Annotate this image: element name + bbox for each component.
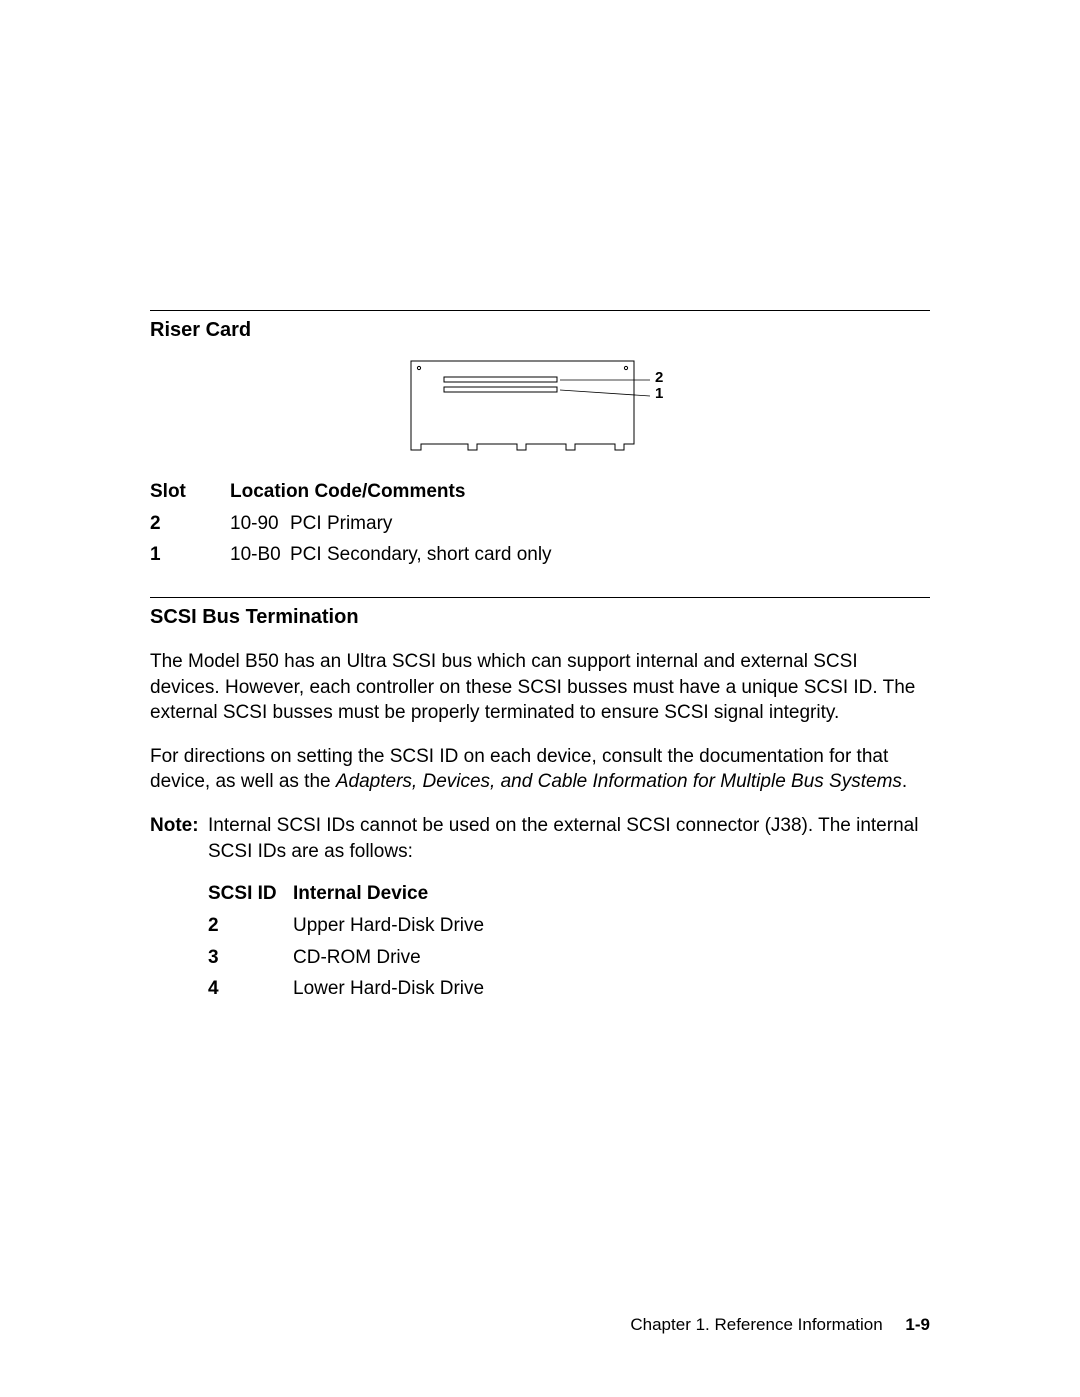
scsi-cell-device: Upper Hard-Disk Drive [293, 910, 484, 942]
slot-cell-slot: 2 [150, 508, 230, 540]
scsi-cell-id: 2 [208, 910, 293, 942]
scsi-table-row: 2 Upper Hard-Disk Drive [208, 910, 484, 942]
para2-post: . [902, 771, 907, 792]
scsi-cell-id: 4 [208, 973, 293, 1005]
slot-cell-code: 10-B0 [230, 539, 290, 571]
scsi-header-device: Internal Device [293, 878, 484, 910]
heading-riser-card: Riser Card [150, 317, 930, 344]
scsi-table: SCSI ID Internal Device 2 Upper Hard-Dis… [208, 878, 484, 1005]
para-scsi-1: The Model B50 has an Ultra SCSI bus whic… [150, 649, 930, 726]
section-rule [150, 597, 930, 598]
note-body: Internal SCSI IDs cannot be used on the … [208, 813, 930, 864]
svg-text:1: 1 [655, 385, 663, 402]
riser-card-diagram: 21 [150, 358, 930, 454]
para2-italic: Adapters, Devices, and Cable Information… [336, 771, 902, 792]
slot-cell-slot: 1 [150, 539, 230, 571]
heading-scsi: SCSI Bus Termination [150, 604, 930, 631]
footer-chapter: Chapter 1. Reference Information [630, 1315, 882, 1334]
section-rule [150, 310, 930, 311]
slot-table: Slot Location Code/Comments 2 10-90 PCI … [150, 476, 552, 571]
slot-header-slot: Slot [150, 476, 230, 508]
slot-header-loc: Location Code/Comments [230, 476, 552, 508]
scsi-table-header: SCSI ID Internal Device [208, 878, 484, 910]
scsi-table-row: 3 CD-ROM Drive [208, 942, 484, 974]
slot-cell-comment: PCI Secondary, short card only [290, 539, 552, 571]
scsi-cell-device: Lower Hard-Disk Drive [293, 973, 484, 1005]
slot-table-row: 2 10-90 PCI Primary [150, 508, 552, 540]
note-label: Note: [150, 813, 208, 864]
footer-page-number: 1-9 [905, 1315, 930, 1334]
slot-table-row: 1 10-B0 PCI Secondary, short card only [150, 539, 552, 571]
page-footer: Chapter 1. Reference Information 1-9 [630, 1314, 930, 1337]
scsi-header-id: SCSI ID [208, 878, 293, 910]
riser-card-svg: 21 [405, 358, 675, 454]
slot-cell-code: 10-90 [230, 508, 290, 540]
scsi-table-row: 4 Lower Hard-Disk Drive [208, 973, 484, 1005]
slot-cell-comment: PCI Primary [290, 508, 552, 540]
slot-table-header: Slot Location Code/Comments [150, 476, 552, 508]
scsi-cell-device: CD-ROM Drive [293, 942, 484, 974]
note-block: Note: Internal SCSI IDs cannot be used o… [150, 813, 930, 864]
svg-text:2: 2 [655, 369, 663, 386]
page: Riser Card 21 Slot Location Code/Comment… [0, 0, 1080, 1397]
para-scsi-2: For directions on setting the SCSI ID on… [150, 744, 930, 795]
scsi-cell-id: 3 [208, 942, 293, 974]
